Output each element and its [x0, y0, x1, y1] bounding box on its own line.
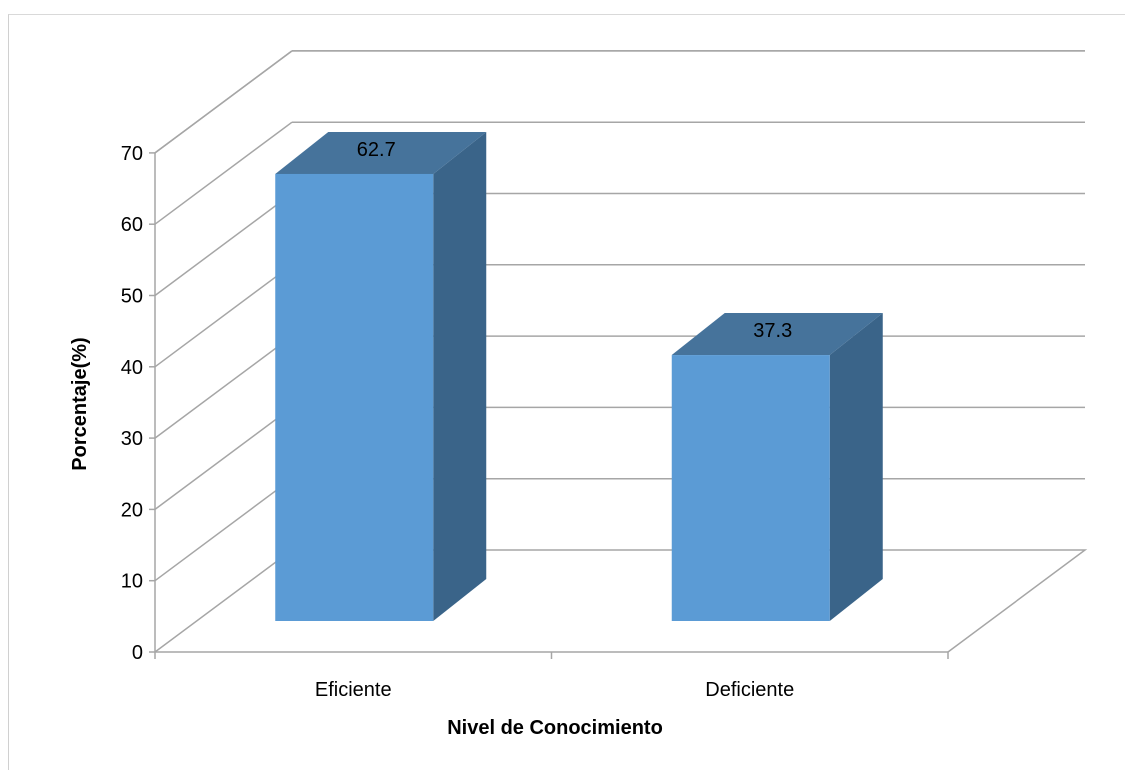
- y-axis-title: Porcentaje(%): [69, 337, 91, 470]
- side-gridline: [154, 478, 293, 582]
- side-gridline: [154, 335, 293, 439]
- y-tick-label: 20: [121, 499, 143, 521]
- y-tick-label: 0: [132, 642, 143, 664]
- y-tick-label: 30: [121, 428, 143, 450]
- chart-frame: [8, 14, 1125, 770]
- x-axis-title: Nivel de Conocimiento: [447, 717, 663, 739]
- x-tick-label: Eficiente: [315, 679, 392, 701]
- data-label: 37.3: [753, 320, 792, 342]
- bars: [275, 131, 883, 621]
- y-tick-label: 70: [121, 143, 143, 165]
- y-tick-label: 40: [121, 357, 143, 379]
- y-tick-label: 60: [121, 214, 143, 236]
- bar: [671, 355, 830, 621]
- bar: [275, 173, 434, 621]
- side-gridline: [154, 121, 293, 225]
- bar-side: [433, 131, 487, 621]
- x-tick-label: Deficiente: [705, 679, 794, 701]
- side-gridline: [154, 264, 293, 368]
- y-tick-label: 50: [121, 286, 143, 308]
- bar-top: [275, 131, 487, 174]
- side-gridline: [154, 192, 293, 297]
- bar-side: [829, 313, 883, 621]
- data-label: 62.7: [357, 139, 396, 161]
- y-tick-label: 10: [121, 571, 143, 593]
- side-gridline: [154, 406, 293, 511]
- axes: 0 10 20 30 40 50 60 70: [121, 143, 949, 664]
- labels: 62.7 Eficiente 37.3 Deficiente: [315, 139, 794, 701]
- bar-top: [671, 313, 883, 356]
- side-gridline: [154, 50, 293, 154]
